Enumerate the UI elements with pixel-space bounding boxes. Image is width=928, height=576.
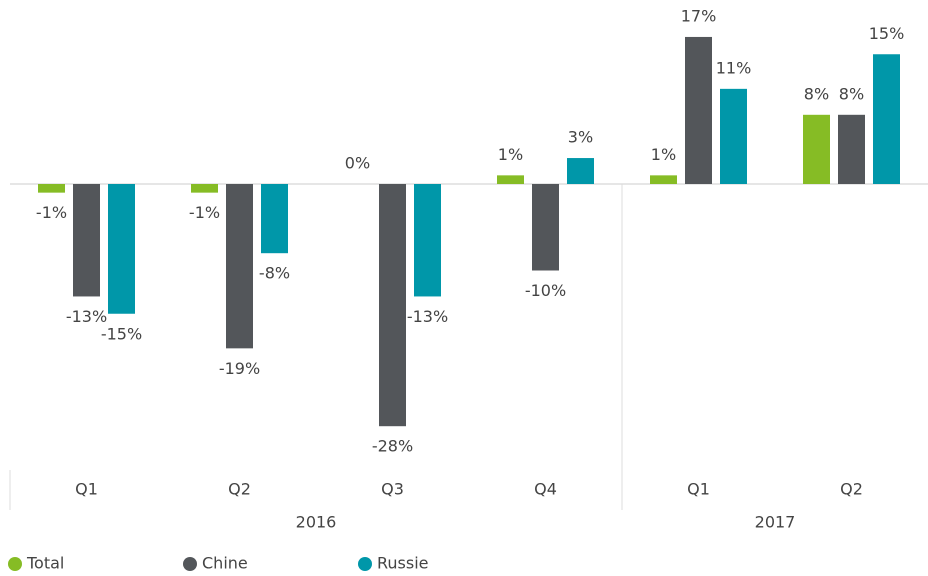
- x-group-label: 2016: [296, 513, 337, 532]
- value-label: -15%: [101, 324, 142, 343]
- value-label: 1%: [651, 145, 676, 164]
- bar: [414, 184, 441, 297]
- x-tick-label: Q3: [381, 480, 404, 499]
- value-label: 8%: [839, 84, 864, 103]
- bar: [720, 88, 747, 184]
- value-label: -8%: [259, 264, 290, 283]
- value-label: -1%: [36, 203, 67, 222]
- value-label: 0%: [345, 154, 370, 173]
- bar: [108, 184, 135, 314]
- legend-swatch: [8, 557, 22, 571]
- bar: [532, 184, 559, 271]
- x-tick-label: Q2: [228, 480, 251, 499]
- x-group-label: 2017: [755, 513, 796, 532]
- value-label: -19%: [219, 359, 260, 378]
- x-tick-label: Q1: [687, 480, 710, 499]
- x-tick-label: Q2: [840, 480, 863, 499]
- x-tick-label: Q1: [75, 480, 98, 499]
- legend-label: Russie: [377, 554, 429, 573]
- bar: [685, 36, 712, 185]
- bar: [191, 184, 218, 193]
- value-label: 15%: [869, 24, 905, 43]
- bar: [838, 114, 865, 184]
- value-label: -13%: [66, 307, 107, 326]
- bar: [497, 175, 524, 184]
- bar: [567, 158, 594, 184]
- value-label: 3%: [568, 128, 593, 147]
- bar: [803, 114, 830, 184]
- value-label: -10%: [525, 281, 566, 300]
- legend-swatch: [183, 557, 197, 571]
- x-tick-label: Q4: [534, 480, 557, 499]
- value-label: -1%: [189, 203, 220, 222]
- bar: [873, 54, 900, 184]
- value-label: -13%: [407, 307, 448, 326]
- value-label: -28%: [372, 437, 413, 456]
- value-label: 17%: [681, 6, 717, 25]
- legend-label: Chine: [202, 554, 248, 573]
- value-label: 8%: [804, 84, 829, 103]
- value-label: 11%: [716, 58, 752, 77]
- bar: [226, 184, 253, 349]
- bar: [73, 184, 100, 297]
- legend-swatch: [358, 557, 372, 571]
- bar: [650, 175, 677, 184]
- bar: [379, 184, 406, 427]
- bar: [261, 184, 288, 254]
- value-label: 1%: [498, 145, 523, 164]
- bar: [38, 184, 65, 193]
- legend-label: Total: [26, 554, 64, 573]
